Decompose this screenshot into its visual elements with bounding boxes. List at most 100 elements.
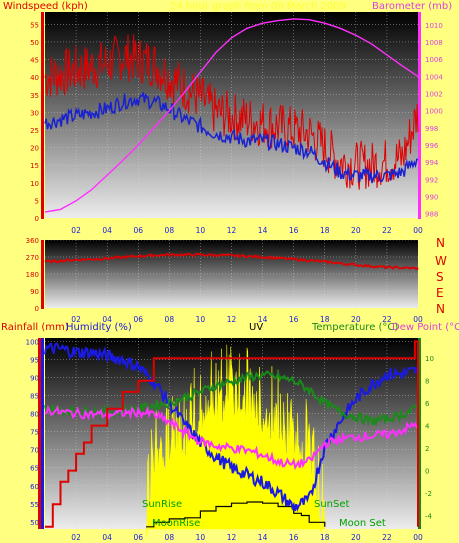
compass-s: S <box>436 270 444 284</box>
rain-ytick-left-55: 55 <box>30 501 39 509</box>
compass-w: W <box>435 254 447 268</box>
windspeed-line <box>44 34 419 190</box>
wind-xtick-14: 14 <box>258 226 268 235</box>
rain-ytick-left-90: 90 <box>30 375 39 383</box>
wind-ytick-left-35: 35 <box>30 92 39 100</box>
wind-xtick-00: 00 <box>413 226 423 235</box>
rain-ytick-right--4: -4 <box>425 513 433 521</box>
dir-ytick-left-180: 180 <box>26 271 39 279</box>
rain-ytick-right-2: 2 <box>425 445 429 453</box>
dir-xtick-10: 10 <box>196 315 206 324</box>
dir-ytick-left-360: 360 <box>26 237 39 245</box>
rain-ytick-right-10: 10 <box>425 355 434 363</box>
rainfall-axis-label: Rainfall (mm) <box>1 322 69 333</box>
rain-xtick-20: 20 <box>351 533 361 542</box>
compass-e: E <box>436 286 444 300</box>
dir-xtick-20: 20 <box>351 315 361 324</box>
solar-line <box>146 501 326 528</box>
wind-ytick-right-1010: 1010 <box>425 22 443 30</box>
compass-n-bottom: N <box>436 302 445 316</box>
wind-ytick-left-45: 45 <box>30 57 39 65</box>
dir-left-axis <box>41 240 44 309</box>
wind-ytick-right-988: 988 <box>425 211 438 219</box>
wind-ytick-left-5: 5 <box>35 197 39 205</box>
barometer-line <box>44 18 419 213</box>
wind-ytick-left-30: 30 <box>30 109 39 117</box>
rain-ytick-right-4: 4 <box>425 423 430 431</box>
wind-ytick-right-998: 998 <box>425 125 438 133</box>
rain-xtick-00: 00 <box>413 533 423 542</box>
rain-xtick-10: 10 <box>196 533 206 542</box>
wind-ytick-left-40: 40 <box>30 74 39 82</box>
dir-ytick-left-0: 0 <box>35 305 39 313</box>
rain-ytick-left-75: 75 <box>30 429 39 437</box>
wind-ytick-left-50: 50 <box>30 39 39 47</box>
wind-ytick-right-992: 992 <box>425 176 438 184</box>
wind-xtick-16: 16 <box>289 226 299 235</box>
wind-ytick-right-1002: 1002 <box>425 91 443 99</box>
rain-xtick-08: 08 <box>165 533 175 542</box>
baro-right-axis <box>418 12 421 219</box>
dewpoint-axis-label: Dew Point (°C) <box>392 322 459 333</box>
rain-ytick-left-70: 70 <box>30 447 39 455</box>
compass-n-top: N <box>436 236 445 250</box>
dir-xtick-16: 16 <box>289 315 299 324</box>
moonset-label: Moon Set <box>339 518 386 529</box>
barometer-axis-label: Barometer (mb) <box>372 1 453 12</box>
wind-xtick-04: 04 <box>102 226 112 235</box>
wind-xtick-20: 20 <box>351 226 361 235</box>
dir-xtick-12: 12 <box>227 315 237 324</box>
rain-xtick-14: 14 <box>258 533 268 542</box>
wind-ytick-left-15: 15 <box>30 162 39 170</box>
wind-left-axis <box>41 12 44 219</box>
rain-ytick-left-50: 50 <box>30 519 39 527</box>
sunset-label: SunSet <box>314 499 350 510</box>
dir-xtick-06: 06 <box>133 315 143 324</box>
dir-xtick-18: 18 <box>320 315 330 324</box>
rain-ytick-right-8: 8 <box>425 378 429 386</box>
rain-ytick-left-100: 100 <box>26 339 39 347</box>
wind-ytick-left-20: 20 <box>30 145 39 153</box>
rain-ytick-right--2: -2 <box>425 490 432 498</box>
rain-xtick-04: 04 <box>102 533 112 542</box>
hum-left-axis <box>41 338 44 529</box>
rain-xtick-22: 22 <box>382 533 392 542</box>
wind-ytick-right-1006: 1006 <box>425 56 443 64</box>
uv-axis-label: UV <box>249 322 264 333</box>
wind-ytick-right-994: 994 <box>425 159 439 167</box>
humidity-axis-label: Humidity (%) <box>66 322 132 333</box>
rain-xtick-12: 12 <box>227 533 237 542</box>
rain-ytick-left-85: 85 <box>30 393 39 401</box>
windspeed-axis-label: Windspeed (kph) <box>3 1 88 12</box>
wind-ytick-right-1000: 1000 <box>425 108 443 116</box>
rain-xtick-16: 16 <box>289 533 299 542</box>
humidity-line <box>44 342 419 513</box>
sunrise-label: SunRise <box>142 499 183 510</box>
wind-ytick-right-990: 990 <box>425 194 438 202</box>
rain-ytick-left-80: 80 <box>30 411 39 419</box>
wind-xtick-18: 18 <box>320 226 330 235</box>
wind-direction-line <box>44 252 419 271</box>
wind-xtick-08: 08 <box>165 226 175 235</box>
dir-xtick-14: 14 <box>258 315 268 324</box>
rain-xtick-18: 18 <box>320 533 330 542</box>
rain-left-axis <box>38 338 41 529</box>
dir-ytick-left-90: 90 <box>30 288 39 296</box>
wind-ytick-left-25: 25 <box>30 127 39 135</box>
wind-xtick-06: 06 <box>133 226 143 235</box>
temp-right-axis <box>418 338 421 529</box>
chart-title: 24 hour graph from 09 March 2009 <box>170 1 346 12</box>
dir-xtick-00: 00 <box>413 315 423 324</box>
dir-xtick-08: 08 <box>165 315 175 324</box>
wind-ytick-right-1004: 1004 <box>425 73 443 81</box>
rain-xtick-06: 06 <box>133 533 143 542</box>
dir-ytick-left-270: 270 <box>26 254 39 262</box>
rainfall-line <box>45 340 419 528</box>
wind-ytick-left-10: 10 <box>30 180 39 188</box>
rain-ytick-left-95: 95 <box>30 357 39 365</box>
wind-xtick-22: 22 <box>382 226 392 235</box>
wind-ytick-left-55: 55 <box>30 21 39 29</box>
wind-xtick-12: 12 <box>227 226 237 235</box>
wind-ytick-right-996: 996 <box>425 142 439 150</box>
